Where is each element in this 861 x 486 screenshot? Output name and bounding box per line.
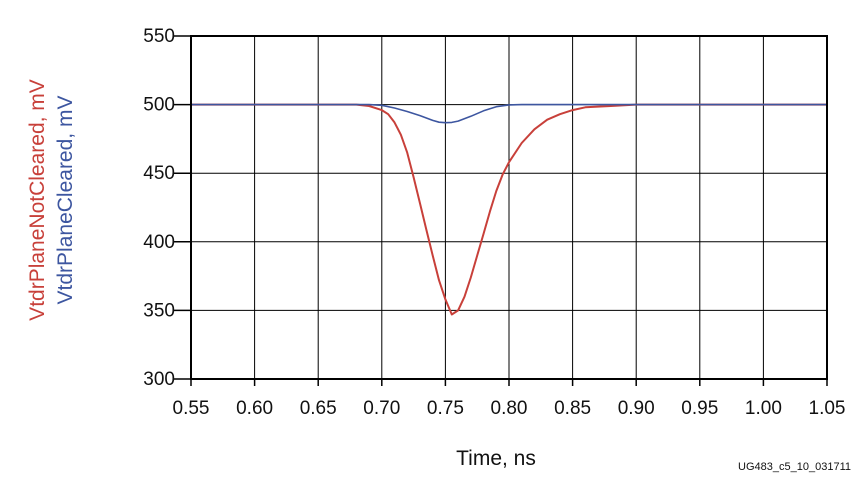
- y-tick-label: 300: [143, 369, 175, 390]
- series-line-plane-not-cleared: [190, 103, 828, 316]
- y-tick-label: 500: [143, 95, 175, 116]
- x-tick-labels: 0.55 0.60 0.65 0.70 0.75 0.80 0.85 0.90 0.95 1.00…: [173, 398, 846, 419]
- x-axis-title: Time, ns: [456, 447, 536, 470]
- x-tick-label: 1.05: [809, 398, 846, 419]
- y-tick-label: 350: [143, 300, 175, 321]
- x-tick-label: 0.85: [554, 398, 591, 419]
- x-tick-label: 0.95: [681, 398, 718, 419]
- y-tick-label: 450: [143, 163, 175, 184]
- x-tick-label: 0.55: [173, 398, 210, 419]
- x-tick-label: 0.80: [491, 398, 528, 419]
- x-tick-label: 1.00: [745, 398, 782, 419]
- series-line-plane-cleared: [190, 103, 828, 124]
- y-axis-title-not-cleared: VtdrPlaneNotCleared, mV: [26, 79, 49, 321]
- x-tick-label: 0.75: [427, 398, 464, 419]
- x-tick-label: 0.65: [300, 398, 337, 419]
- series-lines: [190, 103, 828, 316]
- plot-frame: [190, 35, 828, 380]
- y-tick-label: 550: [143, 26, 175, 47]
- x-tick-label: 0.90: [618, 398, 655, 419]
- x-tick-label: 0.70: [363, 398, 400, 419]
- figure-id: UG483_c5_10_031711: [738, 461, 851, 473]
- y-tick-label: 400: [143, 232, 175, 253]
- y-tick-labels: 300 350 400 450 500 550: [143, 26, 175, 390]
- x-tick-label: 0.60: [236, 398, 273, 419]
- y-axis-title-cleared: VtdrPlaneCleared, mV: [54, 96, 77, 305]
